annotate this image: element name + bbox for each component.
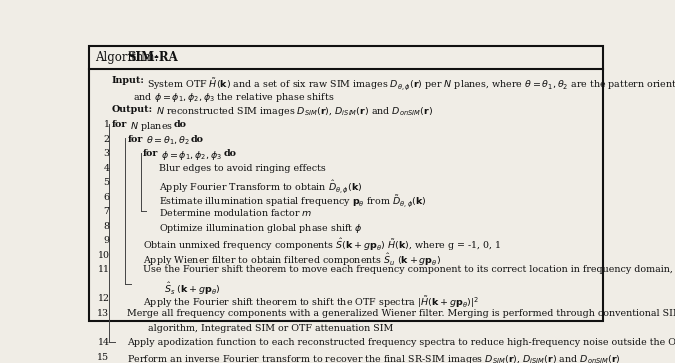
Text: Determine modulation factor $m$: Determine modulation factor $m$ xyxy=(159,207,313,218)
Text: Merge all frequency components with a generalized Wiener filter. Merging is perf: Merge all frequency components with a ge… xyxy=(128,309,675,318)
Text: for: for xyxy=(143,149,159,158)
Text: 12: 12 xyxy=(97,294,109,303)
Text: Output:: Output: xyxy=(111,106,153,114)
Text: Blur edges to avoid ringing effects: Blur edges to avoid ringing effects xyxy=(159,164,325,173)
Text: System OTF $\tilde{H}(\mathbf{k})$ and a set of six raw SIM images $D_{\theta,\p: System OTF $\tilde{H}(\mathbf{k})$ and a… xyxy=(144,77,675,92)
Text: do: do xyxy=(190,135,204,144)
Text: 9: 9 xyxy=(103,236,109,245)
Text: 1: 1 xyxy=(103,120,109,129)
Text: 5: 5 xyxy=(103,178,109,187)
Text: for: for xyxy=(111,120,127,129)
Text: Obtain unmixed frequency components $\hat{S}(\mathbf{k}+g\mathbf{p}_{\theta})$ $: Obtain unmixed frequency components $\ha… xyxy=(143,236,502,253)
Text: algorithm, Integrated SIM or OTF attenuation SIM: algorithm, Integrated SIM or OTF attenua… xyxy=(128,323,394,333)
Text: SIM-RA: SIM-RA xyxy=(128,51,178,64)
Text: 6: 6 xyxy=(103,193,109,202)
Text: and $\phi = \phi_1, \phi_2, \phi_3$ the relative phase shifts: and $\phi = \phi_1, \phi_2, \phi_3$ the … xyxy=(111,91,334,104)
Text: Perform an inverse Fourier transform to recover the final SR-SIM images $D_{SIM}: Perform an inverse Fourier transform to … xyxy=(128,352,621,363)
Text: $\theta = \theta_1, \theta_2$: $\theta = \theta_1, \theta_2$ xyxy=(142,135,190,147)
Text: Apply the Fourier shift theorem to shift the OTF spectra $|\tilde{H}(\mathbf{k}+: Apply the Fourier shift theorem to shift… xyxy=(143,294,479,310)
Text: $N$ reconstructed SIM images $D_{SIM}(\mathbf{r})$, $D_{iSIM}(\mathbf{r})$ and $: $N$ reconstructed SIM images $D_{SIM}(\m… xyxy=(153,106,433,118)
Text: $\phi = \phi_1, \phi_2, \phi_3$: $\phi = \phi_1, \phi_2, \phi_3$ xyxy=(159,149,223,162)
Text: Apply Wiener filter to obtain filtered components $\hat{S}_u$ $(\mathbf{k}+g\mat: Apply Wiener filter to obtain filtered c… xyxy=(143,251,441,268)
Text: do: do xyxy=(173,120,186,129)
Text: 7: 7 xyxy=(103,207,109,216)
Text: Apply apodization function to each reconstructed frequency spectra to reduce hig: Apply apodization function to each recon… xyxy=(128,338,675,347)
FancyBboxPatch shape xyxy=(88,46,603,321)
Text: Algorithm:: Algorithm: xyxy=(95,51,162,64)
Text: Estimate illumination spatial frequency $\mathbf{p}_{\theta}$ from $\tilde{D}_{\: Estimate illumination spatial frequency … xyxy=(159,193,426,209)
Text: 14: 14 xyxy=(97,338,109,347)
Text: $N$ planes: $N$ planes xyxy=(127,120,173,133)
Text: Input:: Input: xyxy=(111,77,144,85)
Text: Use the Fourier shift theorem to move each frequency component to its correct lo: Use the Fourier shift theorem to move ea… xyxy=(143,265,675,274)
Text: 3: 3 xyxy=(103,149,109,158)
Text: Optimize illumination global phase shift $\phi$: Optimize illumination global phase shift… xyxy=(159,222,362,235)
Text: $\hat{S}_s$ $(\mathbf{k}+g\mathbf{p}_{\theta})$: $\hat{S}_s$ $(\mathbf{k}+g\mathbf{p}_{\t… xyxy=(143,280,221,297)
Text: for: for xyxy=(128,135,142,144)
Text: 8: 8 xyxy=(103,222,109,231)
Text: 4: 4 xyxy=(103,164,109,173)
Text: 13: 13 xyxy=(97,309,109,318)
Text: do: do xyxy=(223,149,236,158)
Text: 2: 2 xyxy=(103,135,109,144)
Text: Apply Fourier Transform to obtain $\hat{D}_{\theta,\phi}(\mathbf{k})$: Apply Fourier Transform to obtain $\hat{… xyxy=(159,178,362,195)
Text: 15: 15 xyxy=(97,352,109,362)
Text: 11: 11 xyxy=(97,265,109,274)
Text: 10: 10 xyxy=(97,251,109,260)
